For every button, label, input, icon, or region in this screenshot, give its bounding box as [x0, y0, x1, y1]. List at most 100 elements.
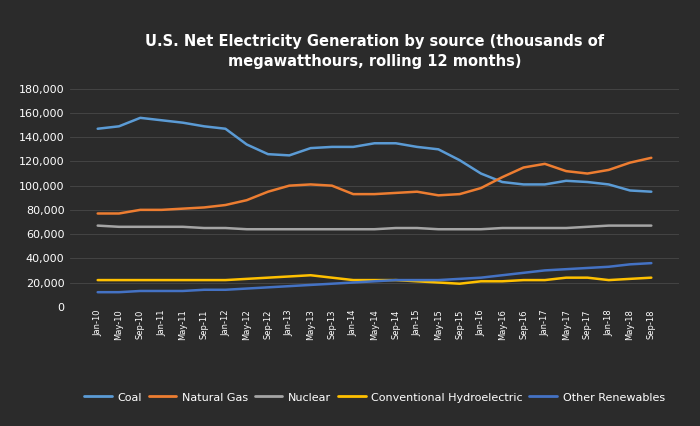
Conventional Hydroelectric: [158, 277, 166, 282]
Natural Gas: [562, 169, 570, 174]
Nuclear: [413, 225, 421, 230]
Natural Gas: [434, 193, 442, 198]
Conventional Hydroelectric: [242, 276, 251, 282]
Conventional Hydroelectric: [178, 277, 187, 282]
Conventional Hydroelectric: [605, 277, 613, 282]
Coal: [477, 171, 485, 176]
Natural Gas: [221, 202, 230, 207]
Conventional Hydroelectric: [221, 277, 230, 282]
Natural Gas: [498, 175, 507, 180]
Other Renewables: [264, 285, 272, 290]
Other Renewables: [200, 287, 209, 292]
Nuclear: [285, 227, 293, 232]
Coal: [583, 179, 592, 184]
Conventional Hydroelectric: [583, 275, 592, 280]
Coal: [498, 179, 507, 184]
Coal: [285, 153, 293, 158]
Coal: [307, 146, 315, 151]
Conventional Hydroelectric: [413, 279, 421, 284]
Nuclear: [456, 227, 464, 232]
Conventional Hydroelectric: [540, 277, 549, 282]
Nuclear: [540, 225, 549, 230]
Other Renewables: [413, 277, 421, 282]
Nuclear: [178, 224, 187, 229]
Coal: [221, 126, 230, 131]
Coal: [605, 182, 613, 187]
Coal: [626, 188, 634, 193]
Natural Gas: [349, 192, 358, 197]
Conventional Hydroelectric: [519, 277, 528, 282]
Nuclear: [136, 224, 144, 229]
Coal: [434, 147, 442, 152]
Conventional Hydroelectric: [307, 273, 315, 278]
Natural Gas: [115, 211, 123, 216]
Other Renewables: [94, 290, 102, 295]
Conventional Hydroelectric: [456, 281, 464, 286]
Conventional Hydroelectric: [328, 275, 336, 280]
Other Renewables: [456, 276, 464, 282]
Line: Conventional Hydroelectric: Conventional Hydroelectric: [98, 275, 651, 284]
Conventional Hydroelectric: [94, 277, 102, 282]
Conventional Hydroelectric: [370, 277, 379, 282]
Nuclear: [242, 227, 251, 232]
Legend: Coal, Natural Gas, Nuclear, Conventional Hydroelectric, Other Renewables: Coal, Natural Gas, Nuclear, Conventional…: [80, 388, 669, 407]
Natural Gas: [477, 185, 485, 190]
Coal: [136, 115, 144, 121]
Natural Gas: [200, 205, 209, 210]
Nuclear: [349, 227, 358, 232]
Nuclear: [200, 225, 209, 230]
Natural Gas: [94, 211, 102, 216]
Nuclear: [264, 227, 272, 232]
Natural Gas: [583, 171, 592, 176]
Other Renewables: [158, 288, 166, 294]
Other Renewables: [562, 267, 570, 272]
Title: U.S. Net Electricity Generation by source (thousands of
megawatthours, rolling 1: U.S. Net Electricity Generation by sourc…: [145, 34, 604, 69]
Conventional Hydroelectric: [498, 279, 507, 284]
Coal: [94, 126, 102, 131]
Line: Other Renewables: Other Renewables: [98, 263, 651, 292]
Coal: [115, 124, 123, 129]
Natural Gas: [456, 192, 464, 197]
Nuclear: [605, 223, 613, 228]
Other Renewables: [328, 281, 336, 286]
Nuclear: [519, 225, 528, 230]
Other Renewables: [136, 288, 144, 294]
Other Renewables: [477, 275, 485, 280]
Other Renewables: [626, 262, 634, 267]
Natural Gas: [136, 207, 144, 213]
Coal: [370, 141, 379, 146]
Nuclear: [307, 227, 315, 232]
Natural Gas: [242, 198, 251, 203]
Coal: [158, 118, 166, 123]
Line: Coal: Coal: [98, 118, 651, 192]
Other Renewables: [307, 282, 315, 288]
Line: Nuclear: Nuclear: [98, 226, 651, 229]
Coal: [647, 189, 655, 194]
Natural Gas: [307, 182, 315, 187]
Natural Gas: [391, 190, 400, 196]
Other Renewables: [540, 268, 549, 273]
Conventional Hydroelectric: [391, 277, 400, 282]
Conventional Hydroelectric: [434, 280, 442, 285]
Natural Gas: [285, 183, 293, 188]
Other Renewables: [242, 286, 251, 291]
Nuclear: [477, 227, 485, 232]
Coal: [349, 144, 358, 150]
Coal: [200, 124, 209, 129]
Coal: [391, 141, 400, 146]
Other Renewables: [349, 280, 358, 285]
Nuclear: [498, 225, 507, 230]
Nuclear: [221, 225, 230, 230]
Nuclear: [115, 224, 123, 229]
Conventional Hydroelectric: [477, 279, 485, 284]
Nuclear: [562, 225, 570, 230]
Natural Gas: [328, 183, 336, 188]
Nuclear: [328, 227, 336, 232]
Conventional Hydroelectric: [136, 277, 144, 282]
Nuclear: [370, 227, 379, 232]
Natural Gas: [158, 207, 166, 213]
Natural Gas: [540, 161, 549, 167]
Other Renewables: [647, 261, 655, 266]
Coal: [178, 120, 187, 125]
Other Renewables: [605, 264, 613, 269]
